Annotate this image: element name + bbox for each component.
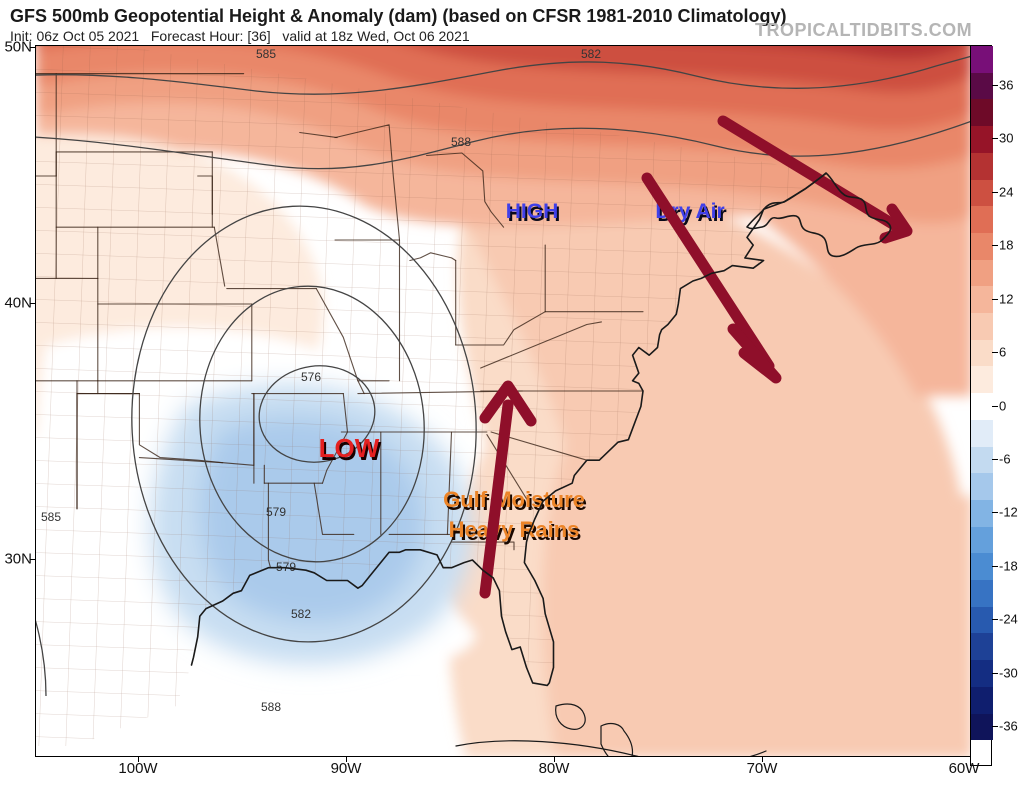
svg-text:585: 585 xyxy=(256,47,276,61)
svg-text:588: 588 xyxy=(451,135,471,149)
svg-text:LOW: LOW xyxy=(319,433,380,463)
svg-text:576: 576 xyxy=(301,370,321,384)
svg-text:HIGH: HIGH xyxy=(506,200,559,223)
svg-text:588: 588 xyxy=(261,700,281,714)
svg-text:579: 579 xyxy=(266,505,286,519)
svg-text:Gulf Moisture: Gulf Moisture xyxy=(443,487,585,512)
svg-text:585: 585 xyxy=(41,510,61,524)
svg-text:582: 582 xyxy=(291,607,311,621)
svg-text:582: 582 xyxy=(581,47,601,61)
svg-text:Heavy Rains: Heavy Rains xyxy=(449,517,580,542)
